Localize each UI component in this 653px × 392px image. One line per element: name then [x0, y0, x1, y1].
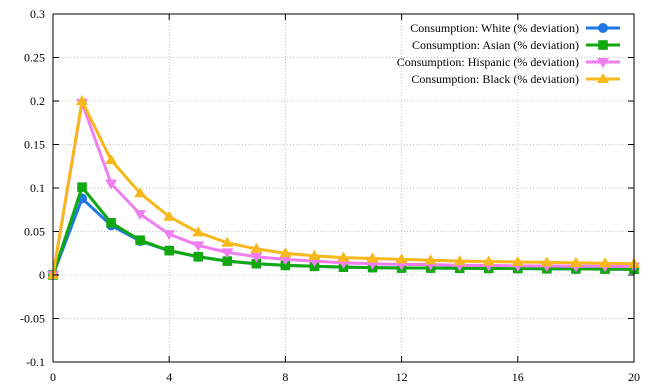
data-point — [279, 247, 292, 258]
legend-label: Consumption: White (% deviation) — [410, 21, 579, 35]
x-tick-label: 20 — [628, 370, 640, 384]
data-point — [77, 182, 87, 192]
x-tick-label: 16 — [512, 370, 524, 384]
data-point — [164, 245, 174, 256]
y-tick-label: 0.05 — [24, 225, 45, 239]
y-tick-label: 0.2 — [30, 94, 45, 108]
legend-label: Consumption: Hispanic (% deviation) — [397, 55, 579, 69]
data-point — [134, 210, 147, 221]
grid — [53, 14, 634, 362]
y-tick-label: 0.25 — [24, 51, 45, 65]
data-point — [250, 252, 263, 263]
data-point — [395, 253, 408, 264]
data-point — [134, 187, 147, 198]
data-point — [221, 248, 234, 259]
data-point — [279, 255, 292, 266]
data-point — [105, 179, 118, 190]
data-point — [308, 249, 321, 260]
data-point — [193, 251, 204, 262]
x-tick-label: 0 — [50, 370, 56, 384]
data-point — [135, 235, 145, 245]
y-tick-label: 0.1 — [30, 181, 45, 195]
data-point — [598, 23, 608, 33]
data-point — [453, 255, 466, 266]
y-tick-label: 0.3 — [30, 7, 45, 21]
data-point — [366, 252, 379, 263]
data-point — [280, 260, 291, 271]
data-point — [76, 95, 89, 105]
data-point — [337, 251, 350, 262]
data-point — [192, 241, 205, 252]
data-point — [251, 258, 262, 269]
data-point — [222, 256, 233, 266]
series-layer — [47, 95, 640, 281]
data-point — [511, 255, 524, 266]
y-tick-label: -0.1 — [26, 355, 45, 369]
data-point — [598, 40, 608, 50]
data-point — [163, 230, 176, 241]
data-point — [569, 256, 582, 267]
series-4 — [47, 95, 640, 279]
data-point — [105, 154, 118, 165]
y-tick-label: 0.15 — [24, 138, 45, 152]
data-point — [221, 236, 234, 247]
x-tick-label: 8 — [282, 370, 288, 384]
data-point — [192, 226, 205, 237]
legend-label: Consumption: Asian (% deviation) — [412, 38, 579, 52]
data-point — [598, 257, 611, 268]
data-point — [250, 242, 263, 253]
axis-ticks: -0.1 -0.05 0 0.05 0.1 0.15 0.2 0.25 0.3 0 4 8 12 16 20 — [20, 7, 640, 384]
data-point — [424, 254, 437, 265]
data-point — [482, 255, 495, 266]
legend-label: Consumption: Black (% deviation) — [411, 72, 579, 86]
y-tick-label: -0.05 — [20, 312, 45, 326]
data-point — [597, 73, 609, 83]
data-point — [597, 58, 609, 68]
x-tick-label: 4 — [166, 370, 172, 384]
data-point — [540, 256, 553, 267]
x-tick-label: 12 — [396, 370, 408, 384]
data-point — [106, 218, 116, 228]
legend: Consumption: White (% deviation) Consumpt… — [397, 21, 620, 86]
data-point — [163, 210, 176, 221]
y-tick-label: 0 — [39, 268, 45, 282]
